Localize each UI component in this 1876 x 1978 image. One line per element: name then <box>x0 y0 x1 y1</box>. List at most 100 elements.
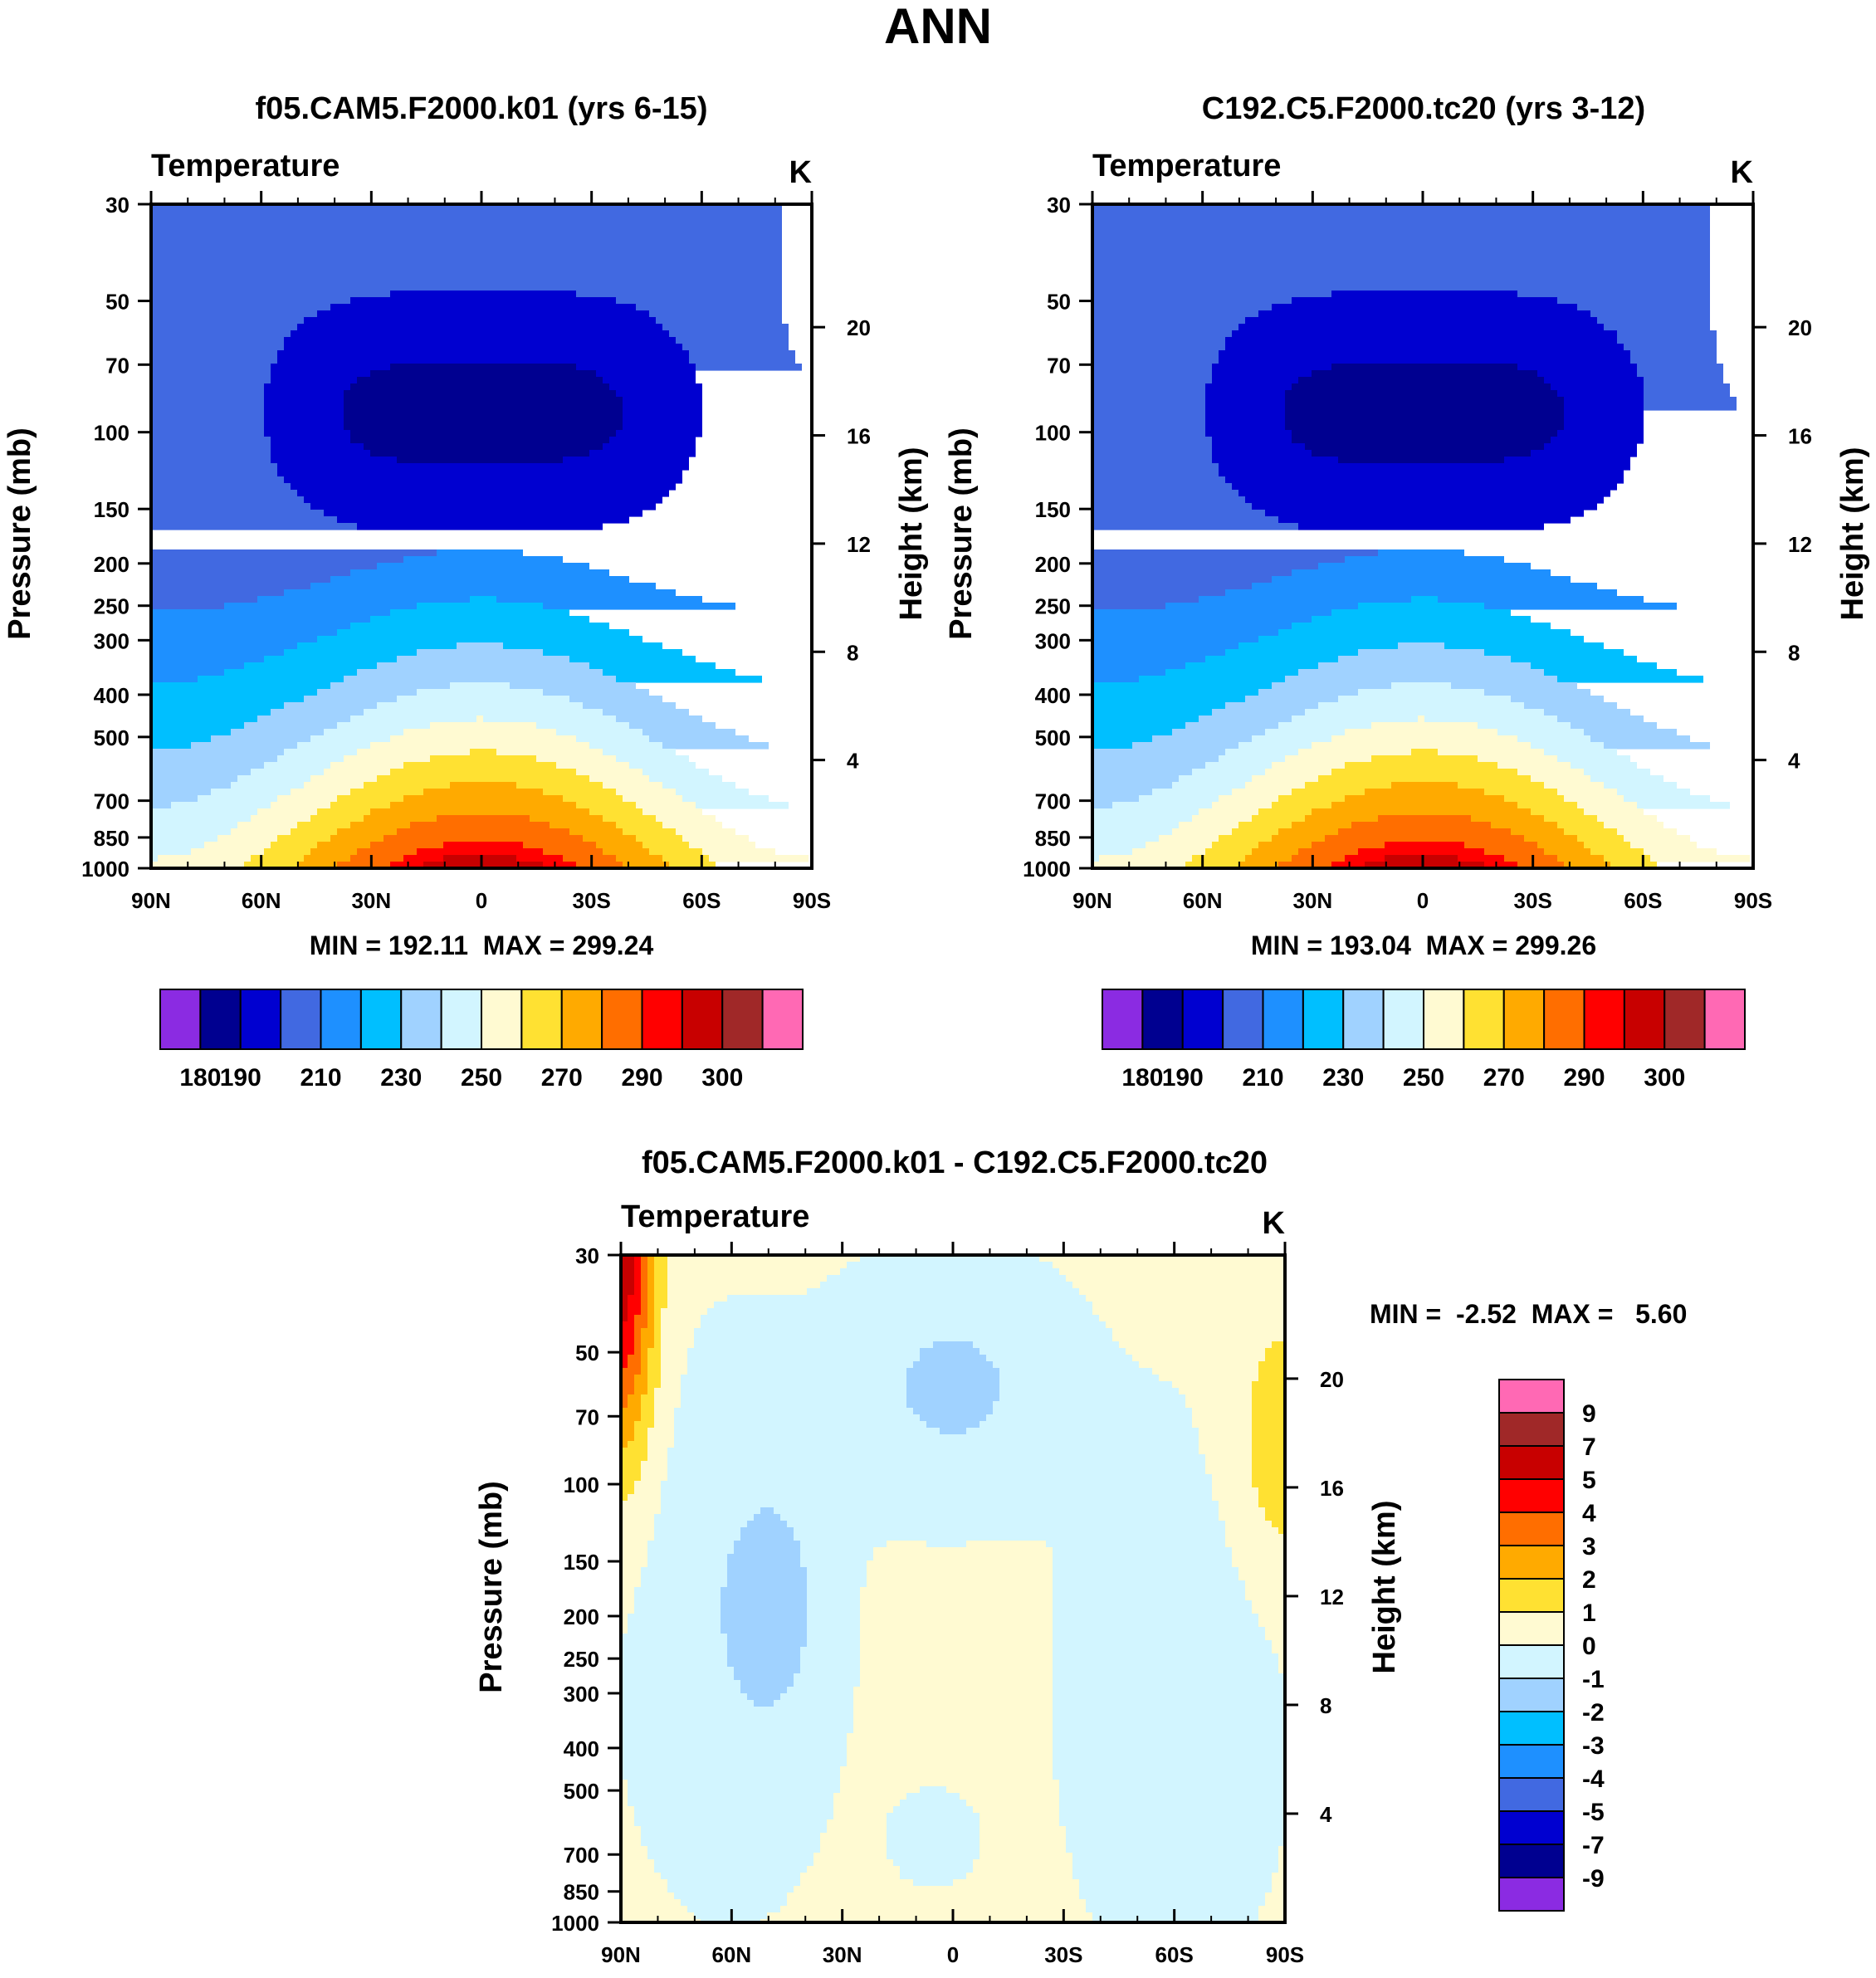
contour-cell <box>1092 596 1199 603</box>
contour-cell <box>687 1361 913 1369</box>
contour-cell <box>667 1302 714 1309</box>
colorbar-box <box>400 989 442 1050</box>
contour-cell <box>973 1806 1059 1814</box>
colorbar-box <box>1262 989 1304 1050</box>
contour-cell <box>264 410 344 418</box>
colorbar-box <box>1498 1545 1565 1580</box>
contour-cell <box>443 842 523 849</box>
contour-cell <box>641 1295 647 1302</box>
contour-cell <box>1278 1667 1285 1674</box>
contour-cell <box>337 629 629 637</box>
contour-cell <box>621 1428 634 1435</box>
contour-cell <box>403 855 443 862</box>
colorbar-box <box>1498 1844 1565 1878</box>
contour-cell <box>330 762 403 769</box>
min-max-stats: MIN = -2.52 MAX = 5.60 <box>1370 1299 1687 1329</box>
contour-cell <box>940 1428 966 1435</box>
contour-cell <box>576 862 623 869</box>
contour-cell <box>694 1328 1112 1336</box>
contour-cell <box>641 1826 827 1834</box>
contour-cell <box>1092 782 1172 789</box>
contour-cell <box>1564 403 1644 411</box>
contour-cell <box>621 1574 641 1581</box>
colorbar-box <box>1181 989 1224 1050</box>
contour-cell <box>654 1282 667 1289</box>
contour-cell <box>807 1574 867 1581</box>
contour-cell <box>623 410 702 418</box>
contour-cell <box>1159 1375 1258 1382</box>
contour-cell <box>251 769 324 776</box>
contour-cell <box>1272 1886 1285 1893</box>
contour-cell <box>1438 749 1544 756</box>
y2-tick-label: 4 <box>1320 1802 1332 1827</box>
contour-cell <box>1285 423 1564 431</box>
contour-cell <box>251 815 310 823</box>
contour-cell <box>847 1760 1053 1767</box>
contour-cell <box>1617 330 1717 338</box>
contour-cell <box>634 1600 721 1608</box>
contour-cell <box>641 1255 647 1263</box>
contour-cell <box>701 1321 1106 1329</box>
contour-field <box>621 1255 1285 1923</box>
contour-cell <box>621 1441 628 1448</box>
contour-cell <box>1278 1866 1285 1873</box>
units-label: K <box>1731 155 1754 190</box>
contour-cell <box>1312 450 1531 457</box>
contour-cell <box>1072 1866 1278 1873</box>
contour-cell <box>827 1826 887 1834</box>
y2-tick-label: 12 <box>1320 1585 1344 1609</box>
colorbar-box <box>1498 1611 1565 1646</box>
contour-cell <box>654 1859 813 1867</box>
y-tick-label: 50 <box>575 1341 599 1365</box>
contour-cell <box>1458 855 1504 862</box>
contour-cell <box>833 1806 893 1814</box>
contour-cell <box>800 1873 900 1880</box>
contour-cell <box>634 1335 641 1342</box>
contour-cell <box>1199 1434 1252 1442</box>
contour-cell <box>291 483 676 491</box>
contour-cell <box>1604 782 1677 789</box>
contour-cell <box>740 1687 787 1694</box>
contour-cell <box>628 1620 721 1628</box>
contour-cell <box>1517 802 1577 809</box>
contour-cell <box>271 842 317 849</box>
contour-cell <box>1232 1554 1285 1561</box>
contour-cell <box>1252 1408 1285 1415</box>
contour-cell <box>1232 483 1617 491</box>
contour-cell <box>634 1288 641 1296</box>
colorbar-box <box>1583 989 1625 1050</box>
contour-cell <box>1219 463 1630 471</box>
contour-cell <box>621 1873 661 1880</box>
contour-cell <box>661 1361 687 1369</box>
contour-cell <box>1238 324 1604 331</box>
contour-cell <box>1265 1634 1285 1641</box>
contour-cell <box>634 1275 641 1282</box>
contour-cell <box>621 1507 661 1515</box>
contour-cell <box>1139 795 1219 803</box>
contour-cell <box>1092 862 1185 869</box>
contour-cell <box>151 642 297 650</box>
contour-cell <box>1219 1507 1265 1515</box>
contour-cell <box>1292 789 1365 796</box>
contour-cell <box>370 808 589 816</box>
y-tick-label: 700 <box>1035 789 1071 814</box>
contour-cell <box>847 1733 1053 1741</box>
contour-cell <box>1624 344 1717 351</box>
contour-cell <box>621 1879 667 1887</box>
contour-cell <box>151 403 264 411</box>
contour-cell <box>1092 1302 1285 1309</box>
contour-cell <box>1272 1873 1285 1880</box>
contour-cell <box>1199 1428 1252 1435</box>
contour-cell <box>747 1521 787 1528</box>
contour-cell <box>417 848 543 856</box>
contour-cell <box>151 629 337 637</box>
contour-cell <box>1053 1574 1238 1581</box>
contour-cell <box>350 855 403 862</box>
contour-cell <box>694 1335 1112 1342</box>
contour-cell <box>1331 862 1365 869</box>
contour-cell <box>820 1846 887 1853</box>
contour-cell <box>807 1587 860 1595</box>
contour-cell <box>151 410 264 418</box>
contour-cell <box>1092 284 1710 291</box>
contour-cell <box>887 1813 980 1820</box>
